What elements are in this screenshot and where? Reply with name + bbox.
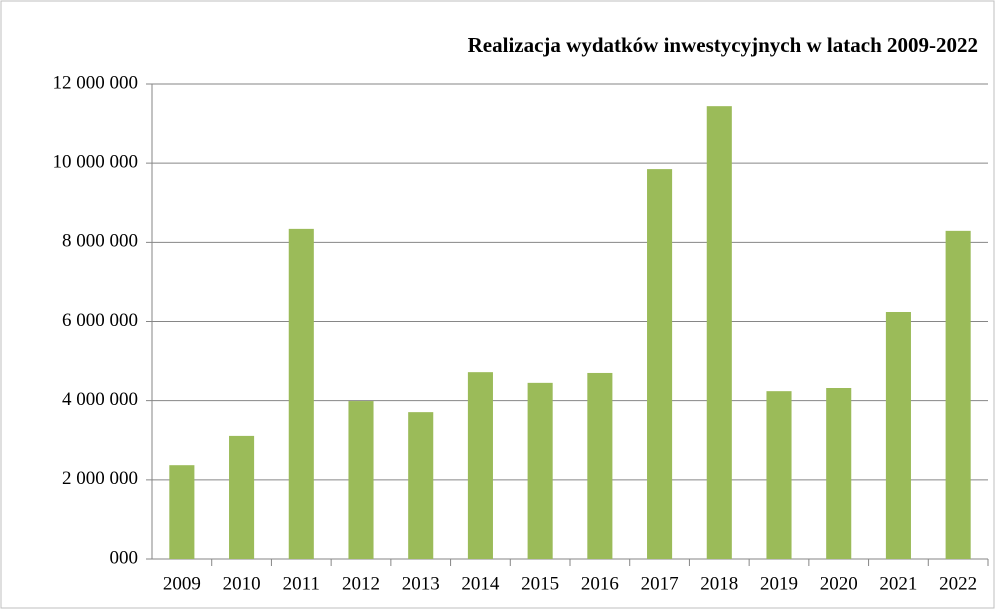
y-tick-label: 12 000 000	[53, 72, 139, 93]
x-tick-label: 2017	[641, 573, 679, 594]
x-tick-label: 2018	[700, 573, 738, 594]
bar	[945, 230, 971, 559]
y-tick-label: 000	[110, 547, 139, 568]
y-tick-label: 2 000 000	[62, 468, 138, 489]
x-tick-label: 2020	[820, 573, 858, 594]
x-tick-label: 2019	[760, 573, 798, 594]
bar	[527, 382, 553, 559]
bar	[885, 312, 911, 559]
bar	[408, 412, 434, 559]
x-tick-label: 2010	[223, 573, 261, 594]
y-tick-label: 8 000 000	[62, 231, 138, 252]
x-tick-label: 2014	[461, 573, 500, 594]
x-tick-label: 2016	[581, 573, 619, 594]
bar	[766, 391, 792, 559]
x-tick-label: 2012	[342, 573, 380, 594]
chart-title: Realizacja wydatków inwestycyjnych w lat…	[468, 33, 978, 57]
bar	[587, 372, 613, 559]
y-tick-label: 4 000 000	[62, 389, 138, 410]
x-tick-label: 2015	[521, 573, 559, 594]
x-tick-label: 2021	[879, 573, 917, 594]
y-tick-label: 10 000 000	[53, 152, 139, 173]
bar	[348, 401, 374, 559]
bar	[826, 388, 852, 559]
y-tick-label: 6 000 000	[62, 310, 138, 331]
x-tick-label: 2022	[939, 573, 977, 594]
bar	[169, 465, 195, 559]
x-tick-label: 2013	[402, 573, 440, 594]
x-tick-label: 2009	[163, 573, 201, 594]
bar	[229, 435, 255, 559]
bar	[467, 372, 493, 559]
x-tick-label: 2011	[283, 573, 320, 594]
bar	[288, 228, 314, 559]
bar	[647, 169, 673, 559]
bar	[706, 106, 732, 560]
